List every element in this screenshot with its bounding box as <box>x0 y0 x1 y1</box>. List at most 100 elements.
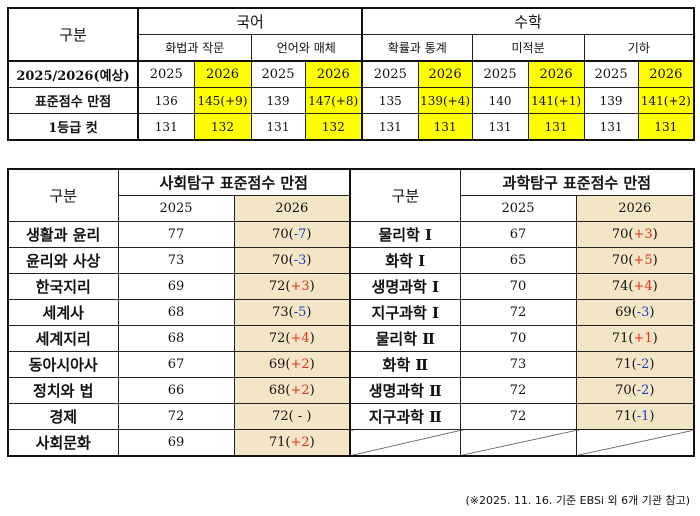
social-delta: -3 <box>293 253 307 268</box>
value-delta: (+8) <box>331 93 359 108</box>
social-year-2026: 2026 <box>233 195 352 222</box>
value-delta: (+2) <box>663 93 691 108</box>
value-2026: 145(+9) <box>193 87 252 114</box>
value-2025: 131 <box>361 113 419 141</box>
social-delta: -5 <box>293 305 307 320</box>
social-value-2026-number: 68 <box>268 383 286 398</box>
table-row: 경제 72 72( - ) 지구과학 Ⅱ 72 71(-1) <box>7 403 695 430</box>
max-score-row: 표준점수 만점 136 145(+9) 139 147(+8) 135 139(+4) 140… <box>7 87 695 114</box>
social-value-2026: 69(+2) <box>233 351 352 378</box>
science-value-2026: 71(+1) <box>575 325 695 352</box>
year-2025: 2025 <box>137 60 195 88</box>
social-subject: 생활과 윤리 <box>7 221 119 248</box>
subject-hwabeop: 화법과 작문 <box>137 34 252 62</box>
science-value-2026-number: 74 <box>611 279 629 294</box>
value-2026: 131 <box>527 113 585 141</box>
social-year-2025: 2025 <box>117 195 235 222</box>
social-corner-label: 구분 <box>7 168 119 222</box>
science-value-2025: 72 <box>459 403 577 430</box>
science-value-2026-number: 71 <box>611 331 629 346</box>
inquiry-score-table: 구분 사회탐구 표준점수 만점 구분 과학탐구 표준점수 만점 2025 202… <box>7 168 696 457</box>
science-year-2026: 2026 <box>575 195 695 222</box>
social-value-2026-number: 72 <box>268 279 286 294</box>
value-2026: 139(+4) <box>417 87 473 114</box>
social-delta: +2 <box>290 383 310 398</box>
social-subject: 경제 <box>7 403 119 430</box>
science-delta: -2 <box>636 357 650 372</box>
science-value-2026: 70(-2) <box>575 377 695 404</box>
year-2025: 2025 <box>583 60 639 88</box>
empty-cell <box>349 429 461 457</box>
science-value-2026: 69(-3) <box>575 299 695 326</box>
social-value-2026-number: 72 <box>272 409 289 424</box>
empty-cell <box>575 429 695 457</box>
grade1-cut-row: 1등급 컷 131 132 131 132 131 131 131 131 131 131 <box>7 113 695 141</box>
table-row: 동아시아사 67 69(+2) 화학 Ⅱ 73 71(-2) <box>7 351 695 378</box>
value-2026-number: 141 <box>531 93 554 108</box>
social-value-2025: 68 <box>117 325 235 352</box>
value-2025: 131 <box>583 113 639 141</box>
value-2026: 141(+2) <box>637 87 695 114</box>
social-value-2026-number: 69 <box>268 357 286 372</box>
social-subject: 사회문화 <box>7 429 119 457</box>
social-value-2026-number: 70 <box>272 253 289 268</box>
value-2026: 131 <box>637 113 695 141</box>
science-value-2026: 70(+5) <box>575 247 695 274</box>
social-delta: +2 <box>290 435 310 450</box>
social-value-2026-number: 73 <box>272 305 289 320</box>
science-value-2025: 65 <box>459 247 577 274</box>
value-2026-number: 147 <box>308 93 332 108</box>
science-subject: 지구과학 Ⅰ <box>349 299 461 326</box>
year-2025: 2025 <box>471 60 529 88</box>
year-2026: 2026 <box>304 60 364 88</box>
year-2026: 2026 <box>417 60 473 88</box>
value-2026-number: 139 <box>420 93 443 108</box>
science-value-2026-number: 71 <box>615 409 632 424</box>
science-value-2026-number: 70 <box>611 253 629 268</box>
social-delta: - <box>293 409 307 424</box>
science-delta: -3 <box>636 305 650 320</box>
table-row: 세계사 68 73(-5) 지구과학 Ⅰ 72 69(-3) <box>7 299 695 326</box>
social-delta: +4 <box>290 331 310 346</box>
year-2025: 2025 <box>250 60 306 88</box>
social-value-2025: 73 <box>117 247 235 274</box>
value-2026: 147(+8) <box>304 87 364 114</box>
value-2026: 131 <box>417 113 473 141</box>
social-header: 사회탐구 표준점수 만점 <box>117 168 352 196</box>
science-delta: -2 <box>636 383 650 398</box>
science-value-2025: 72 <box>459 377 577 404</box>
science-value-2026: 71(-1) <box>575 403 695 430</box>
science-value-2026: 70(+3) <box>575 221 695 248</box>
social-subject: 세계사 <box>7 299 119 326</box>
table-row: 사회문화 69 71(+2) <box>7 429 695 457</box>
science-value-2025: 67 <box>459 221 577 248</box>
social-subject: 세계지리 <box>7 325 119 352</box>
value-2026: 132 <box>304 113 364 141</box>
social-value-2025: 72 <box>117 403 235 430</box>
value-2025: 139 <box>250 87 306 114</box>
science-delta: +3 <box>633 227 653 242</box>
social-delta: -7 <box>293 227 307 242</box>
social-value-2025: 67 <box>117 351 235 378</box>
science-value-2026: 71(-2) <box>575 351 695 378</box>
social-value-2026: 71(+2) <box>233 429 352 457</box>
subject-eoneo: 언어와 매체 <box>250 34 364 62</box>
science-delta: +4 <box>633 279 653 294</box>
year-row-label: 2025/2026(예상) <box>7 60 139 88</box>
social-value-2025: 69 <box>117 273 235 300</box>
social-value-2025: 69 <box>117 429 235 457</box>
social-value-2026: 72( - ) <box>233 403 352 430</box>
social-value-2026: 72(+3) <box>233 273 352 300</box>
social-subject: 윤리와 사상 <box>7 247 119 274</box>
social-value-2026: 68(+2) <box>233 377 352 404</box>
top-corner-label: 구분 <box>7 7 139 62</box>
table-row: 정치와 법 66 68(+2) 생명과학 Ⅱ 72 70(-2) <box>7 377 695 404</box>
science-value-2026-number: 71 <box>615 357 632 372</box>
science-value-2025: 73 <box>459 351 577 378</box>
science-subject: 생명과학 Ⅱ <box>349 377 461 404</box>
value-2026-number: 145 <box>197 93 221 108</box>
science-value-2025: 70 <box>459 273 577 300</box>
science-corner-label: 구분 <box>349 168 461 222</box>
value-2026-number: 131 <box>544 119 568 134</box>
empty-cell <box>459 429 577 457</box>
